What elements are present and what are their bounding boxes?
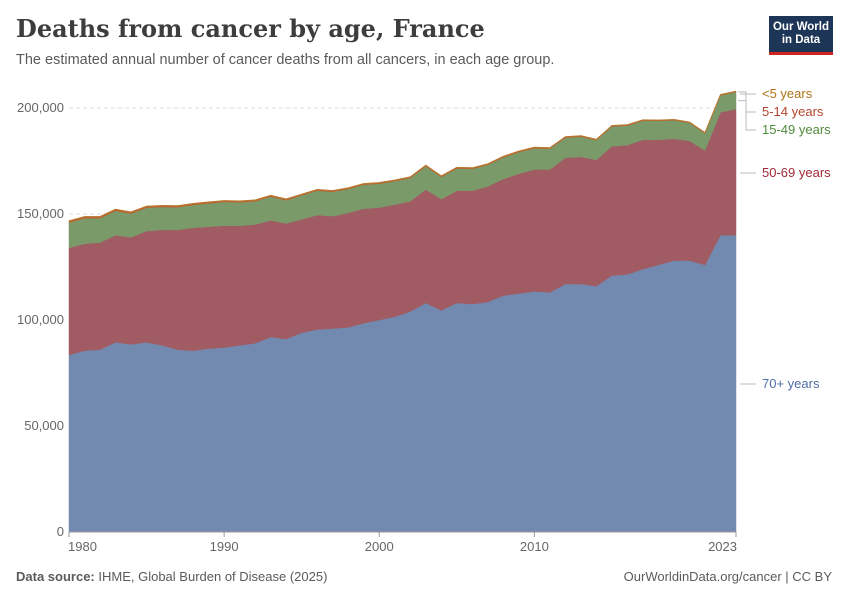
logo-line-2: in Data [781, 34, 821, 46]
chart-title: Deaths from cancer by age, France [16, 14, 485, 43]
label-connector [738, 91, 756, 113]
series-label-70plus[interactable]: 70+ years [762, 376, 820, 391]
y-tick-label: 0 [57, 524, 64, 539]
y-tick-label: 100,000 [17, 312, 64, 327]
source-label: Data source: [16, 569, 95, 584]
x-tick-label: 1990 [210, 539, 239, 554]
label-connector [738, 100, 756, 131]
x-tick-label: 1980 [68, 539, 97, 554]
x-tick-label: 2000 [365, 539, 394, 554]
y-tick-label: 50,000 [24, 418, 64, 433]
data-source: Data source: IHME, Global Burden of Dise… [16, 569, 327, 584]
series-label-5to14[interactable]: 5-14 years [762, 104, 824, 119]
logo-line-1: Our World [772, 21, 829, 33]
y-tick-label: 150,000 [17, 206, 64, 221]
area-top-outline [68, 90, 737, 222]
series-label-under5[interactable]: <5 years [762, 86, 813, 101]
series-label-50to69[interactable]: 50-69 years [762, 165, 831, 180]
y-tick-label: 200,000 [17, 100, 64, 115]
x-tick-label: 2023 [708, 539, 737, 554]
x-tick-label: 2010 [520, 539, 549, 554]
footer-link[interactable]: OurWorldinData.org/cancer | CC BY [623, 569, 832, 584]
chart-subtitle: The estimated annual number of cancer de… [16, 52, 555, 68]
series-label-15to49[interactable]: 15-49 years [762, 122, 831, 137]
source-text[interactable]: IHME, Global Burden of Disease (2025) [98, 569, 328, 584]
owid-logo[interactable]: Our World in Data [769, 16, 833, 55]
